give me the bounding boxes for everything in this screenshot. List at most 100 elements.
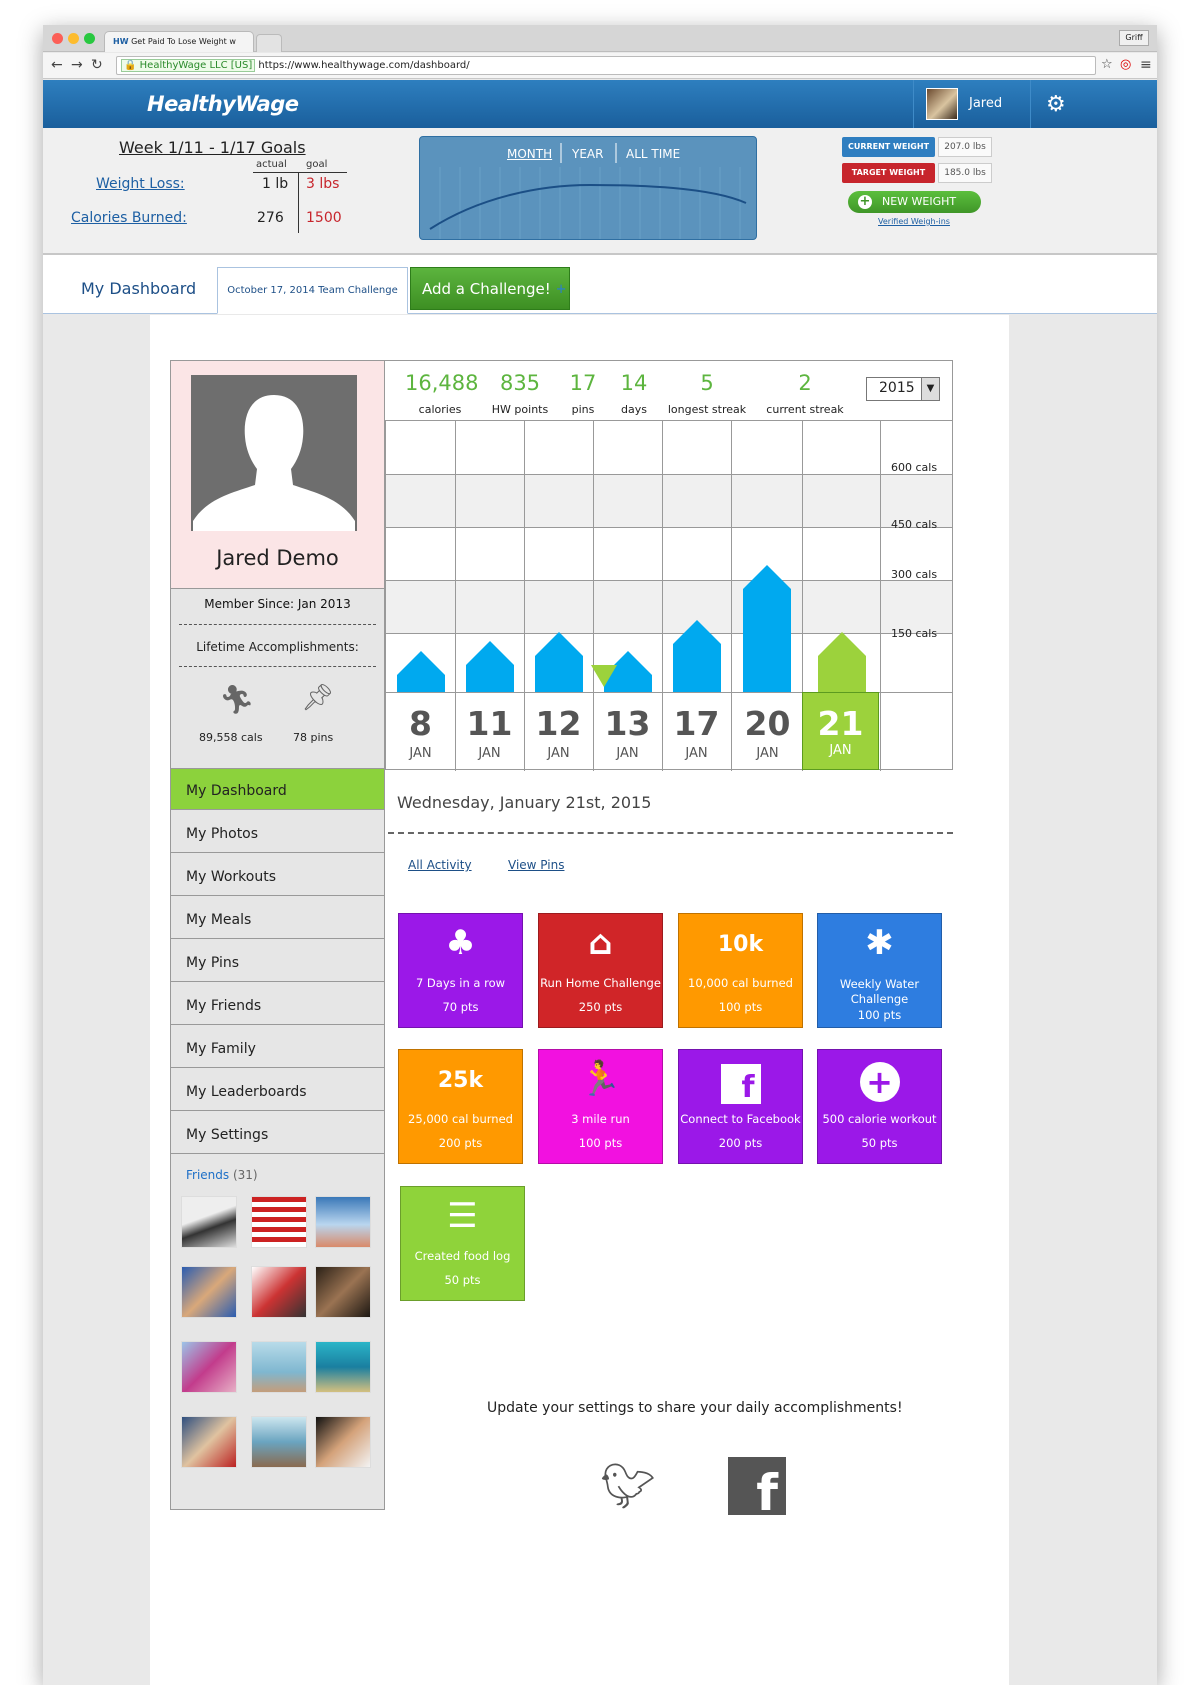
sidebar-item-settings[interactable]: My Settings [171,1112,384,1154]
pin-tile[interactable]: ♣ 7 Days in a row 70 pts [398,913,523,1028]
view-pins-link[interactable]: View Pins [508,858,565,872]
weight-loss-actual: 1 lb [262,176,289,192]
opera-icon[interactable]: ◎ [1120,57,1132,72]
pin-tile[interactable]: ☰ Created food log 50 pts [400,1186,525,1301]
month-label: JAN [478,746,501,761]
lifetime-label: Lifetime Accomplishments: [196,640,359,654]
gear-icon[interactable]: ⚙ [1046,92,1066,117]
pin-points: 250 pts [578,1000,623,1014]
reload-icon[interactable]: ↻ [91,57,103,73]
sidebar-item-meals[interactable]: My Meals [171,897,384,939]
zoom-window-button[interactable] [84,33,95,44]
day-label[interactable]: 12 [535,704,582,743]
facebook-icon[interactable]: f [728,1457,786,1522]
sidebar-item-workouts[interactable]: My Workouts [171,854,384,896]
day-label[interactable]: 8 [409,704,432,743]
all-activity-link[interactable]: All Activity [408,858,472,872]
day-label[interactable]: 21 [817,704,864,743]
sidebar-item-friends[interactable]: My Friends [171,983,384,1025]
title-bar: HW Get Paid To Lose Weight w Griff [43,25,1157,52]
friend-avatar[interactable] [315,1341,371,1393]
stat-current-streak-value: 2 [798,371,812,395]
calorie-bar[interactable] [818,632,866,692]
day-label[interactable]: 11 [466,704,513,743]
pin-title: 3 mile run [571,1112,630,1126]
new-weight-button[interactable]: + NEW WEIGHT [848,191,981,213]
back-arrow-icon[interactable]: ← [51,57,63,73]
pin-tile[interactable]: 10k 10,000 cal burned 100 pts [678,913,803,1028]
day-label[interactable]: 13 [604,704,651,743]
pin-icon: 📌︎ [301,683,335,713]
star-icon[interactable]: ☆ [1101,57,1113,72]
friend-avatar[interactable] [315,1196,371,1248]
pin-points: 200 pts [718,1136,763,1150]
stat-pins-label: pins [571,403,595,416]
chart-tab-year[interactable]: YEAR [572,147,604,161]
site-logo[interactable]: HealthyWage [147,92,299,116]
sidebar-item-family[interactable]: My Family [171,1026,384,1068]
sidebar-item-dashboard[interactable]: My Dashboard [171,768,384,810]
username: Jared [969,96,1003,111]
friend-avatar[interactable] [315,1416,371,1468]
add-challenge-button[interactable]: Add a Challenge! + [410,267,570,310]
calories-burned-link[interactable]: Calories Burned: [71,210,187,226]
stat-points-label: HW points [491,403,549,416]
chart-tab-all-time[interactable]: ALL TIME [626,147,681,161]
friend-avatar[interactable] [315,1266,371,1318]
weight-trend-line [429,183,747,230]
pin-tile[interactable]: ⌂ Run Home Challenge 250 pts [538,913,663,1028]
year-select[interactable]: 2015 ▼ [866,377,940,401]
calorie-bar[interactable] [397,651,445,692]
friend-avatar[interactable] [181,1341,237,1393]
sidebar-item-photos[interactable]: My Photos [171,811,384,853]
calorie-bar[interactable] [673,620,721,692]
calorie-bar[interactable] [466,641,514,692]
pin-tile[interactable]: f Connect to Facebook 200 pts [678,1049,803,1164]
pin-tile[interactable]: ✱ Weekly Water Challenge 100 pts [817,913,942,1028]
current-weight-label: CURRENT WEIGHT [842,137,935,157]
sidebar-item-pins[interactable]: My Pins [171,940,384,982]
selected-date-title: Wednesday, January 21st, 2015 [397,793,652,812]
chart-tab-month[interactable]: MONTH [507,147,553,161]
forward-arrow-icon[interactable]: → [71,57,83,73]
friend-avatar[interactable] [251,1196,307,1248]
friend-avatar[interactable] [181,1416,237,1468]
twitter-bird-icon[interactable]: 🐦︎ [600,1461,656,1512]
close-window-button[interactable] [52,33,63,44]
user-menu[interactable]: Jared [913,80,1031,128]
pin-tile[interactable]: 🏃 3 mile run 100 pts [538,1049,663,1164]
profile-card: Jared Demo [171,361,384,589]
y-tick-label: 150 cals [891,627,938,640]
weight-loss-link[interactable]: Weight Loss: [96,176,185,192]
friend-avatar[interactable] [251,1341,307,1393]
day-label[interactable]: 20 [744,704,791,743]
calorie-bar[interactable] [535,632,583,692]
day-label[interactable]: 17 [673,704,720,743]
sidebar-item-leaderboards[interactable]: My Leaderboards [171,1069,384,1111]
friends-heading[interactable]: Friends (31) [186,1168,258,1182]
pin-points: 200 pts [438,1136,483,1150]
lifetime-pins: 78 pins [293,731,334,744]
tab-team-challenge[interactable]: October 17, 2014 Team Challenge [217,267,408,314]
profile-button[interactable]: Griff [1119,30,1149,46]
minimize-window-button[interactable] [68,33,79,44]
browser-tab[interactable]: HW Get Paid To Lose Weight w [104,31,254,52]
calorie-bar[interactable] [743,565,791,692]
friend-avatar[interactable] [181,1196,237,1248]
pin-tile[interactable]: 25k 25,000 cal burned 200 pts [398,1049,523,1164]
new-tab-button[interactable] [256,34,282,52]
pin-tile[interactable]: +500 calorie workout 50 pts [817,1049,942,1164]
selected-day-pointer [591,665,617,687]
verified-weigh-ins-link[interactable]: Verified Weigh-ins [878,217,950,226]
tab-my-dashboard[interactable]: My Dashboard [81,279,197,298]
friend-avatar[interactable] [251,1266,307,1318]
friend-avatar[interactable] [251,1416,307,1468]
facebook-icon: f [679,1064,802,1105]
y-tick-label: 450 cals [891,518,938,531]
friend-avatar[interactable] [181,1266,237,1318]
pin-title: 25,000 cal burned [408,1112,513,1126]
address-bar[interactable]: 🔒 HealthyWage LLC [US] https://www.healt… [116,56,1096,75]
profile-photo-placeholder[interactable] [191,375,357,531]
menu-icon[interactable]: ≡ [1140,57,1152,73]
pin-title: Weekly Water Challenge [839,977,920,1006]
